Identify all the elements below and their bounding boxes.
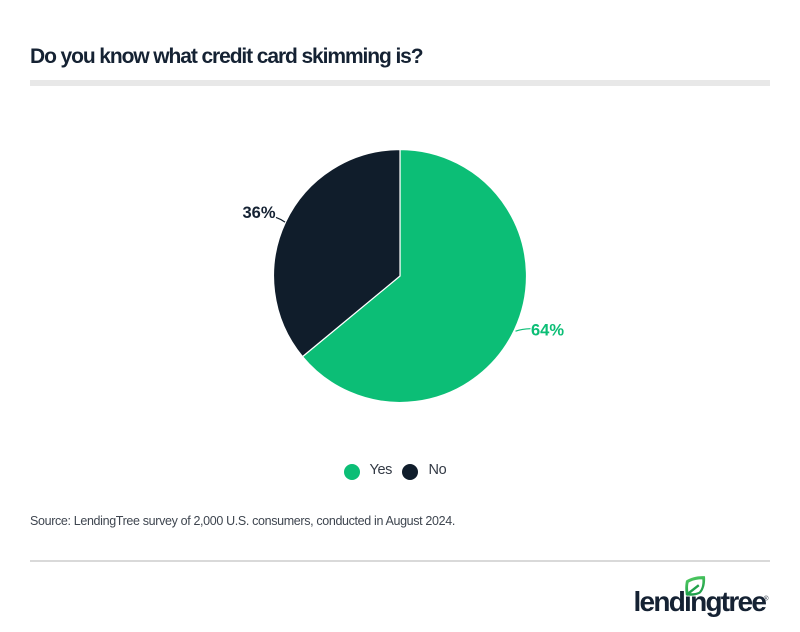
svg-text:®: ® (764, 595, 769, 603)
svg-text:64%: 64% (531, 322, 564, 340)
svg-text:36%: 36% (242, 204, 275, 222)
